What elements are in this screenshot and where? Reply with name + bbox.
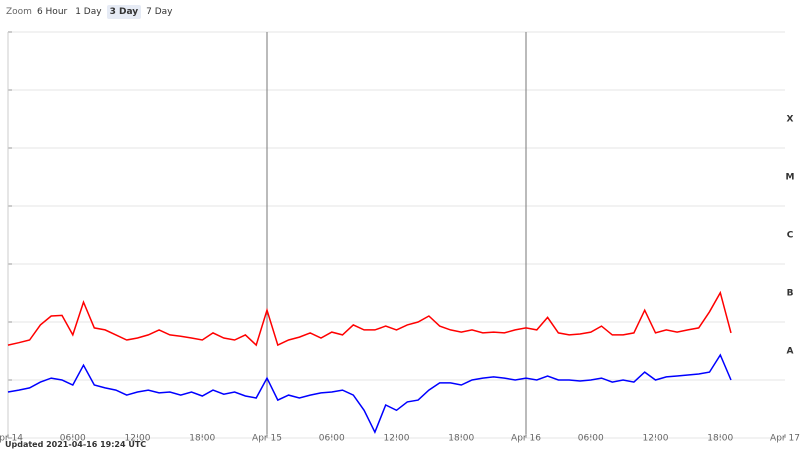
x-tick-label: 12:00 [643, 434, 669, 444]
x-tick-label: 18:00 [189, 434, 215, 444]
series-line [7, 353, 732, 435]
zoom-button[interactable]: 6 Hour [36, 7, 68, 17]
x-tick-label: 18:00 [448, 434, 474, 444]
zoom-label: Zoom [6, 7, 32, 17]
x-tick-label: 06:00 [319, 434, 345, 444]
x-tick-label: 06:00 [60, 434, 86, 444]
x-tick-label: Apr 14 [0, 434, 23, 444]
class-label: M [786, 173, 795, 183]
zoom-buttons: 6 Hour 1 Day 3 Day 7 Day [34, 5, 176, 19]
x-tick-label: 06:00 [578, 434, 604, 444]
class-label: B [787, 289, 794, 299]
x-tick-label: 18:00 [707, 434, 733, 444]
updated-note: Updated 2021-04-16 19:24 UTC [5, 440, 147, 449]
series-line [7, 290, 732, 347]
class-label: X [787, 115, 794, 125]
class-label: C [787, 231, 794, 241]
zoom-button[interactable]: 1 Day [75, 7, 102, 17]
zoom-button[interactable]: 7 Day [146, 7, 173, 17]
x-tick-label: Apr 17 [770, 434, 800, 444]
x-tick-label: Apr 15 [252, 434, 282, 444]
x-tick-label: Apr 16 [511, 434, 541, 444]
class-label: A [787, 347, 794, 357]
x-tick-label: 12:00 [125, 434, 151, 444]
x-tick-label: 12:00 [384, 434, 410, 444]
zoom-bar: Zoom 6 Hour 1 Day 3 Day 7 Day [6, 5, 175, 19]
zoom-button[interactable]: 3 Day [106, 5, 142, 19]
